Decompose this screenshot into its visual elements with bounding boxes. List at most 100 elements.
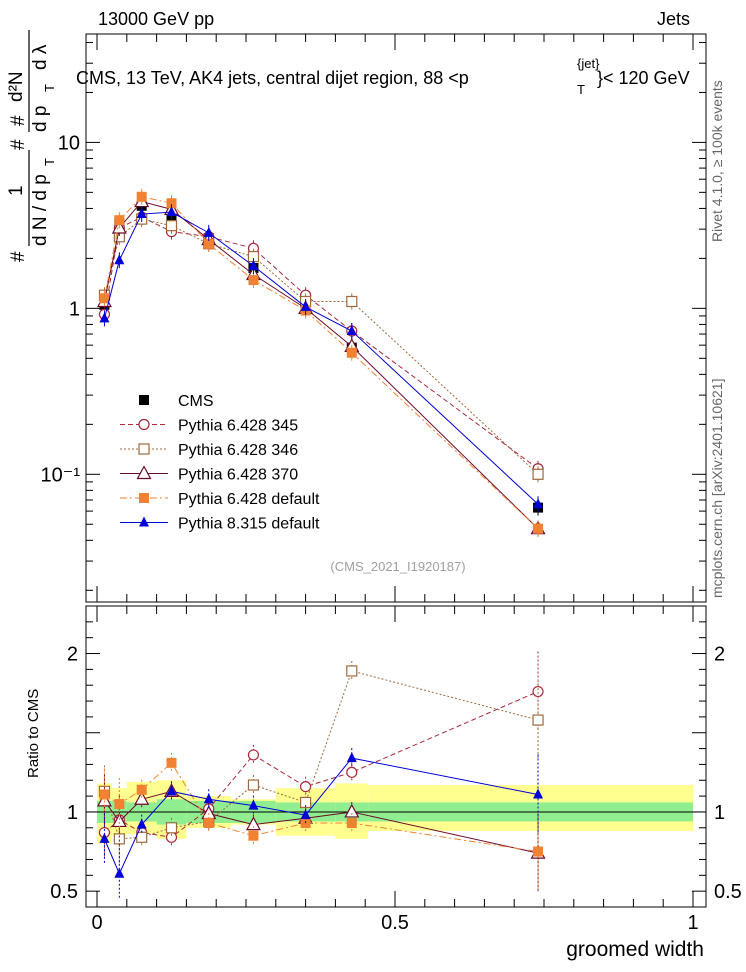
data-point	[532, 468, 544, 480]
ratio-series-pythia-6-428-default	[99, 752, 544, 892]
ratio-series-pythia-8-315-default	[99, 748, 544, 900]
ylabel-T1: T	[42, 158, 57, 166]
main-ytick-label: 10	[58, 132, 80, 154]
ratio-point	[114, 799, 125, 810]
ratio-point	[245, 816, 261, 831]
legend-marker	[136, 465, 152, 480]
ratio-point	[166, 757, 177, 768]
ratio-ytick-label-right: 2	[714, 644, 725, 666]
ratio-point	[346, 818, 357, 829]
main-panel-series	[96, 188, 546, 537]
ratio-point	[533, 788, 544, 799]
x-axis-label: groomed width	[566, 938, 704, 961]
plot-title-sup: {jet}	[577, 56, 600, 71]
ratio-point	[346, 752, 357, 763]
main-series-pythia-6-428-default	[99, 188, 544, 537]
ylabel-dpT: d p	[30, 106, 51, 132]
main-ylabel: # 1 d N / d p T # # d²N d p T d λ	[6, 30, 57, 262]
ratio-point	[113, 833, 125, 845]
ratio-point	[136, 784, 147, 795]
legend-entry: Pythia 6.428 default	[120, 491, 320, 508]
ratio-ytick-label-right: 1	[714, 802, 725, 824]
main-ytick-label: 1	[69, 298, 80, 320]
ratio-point	[248, 830, 259, 841]
main-series-pythia-6-428-345	[98, 209, 544, 477]
ratio-point	[300, 796, 312, 809]
legend-marker	[138, 443, 150, 455]
ratio-point	[203, 818, 214, 829]
legend-marker	[139, 516, 149, 527]
legend-label: Pythia 6.428 370	[178, 467, 298, 484]
data-point	[114, 215, 125, 226]
data-point	[346, 325, 357, 336]
data-point	[346, 347, 357, 358]
series-line	[103, 216, 539, 470]
data-point	[136, 208, 147, 219]
ratio-ylabel: Ratio to CMS	[25, 689, 42, 778]
site-label: mcplots.cern.ch [arXiv:2401.10621]	[709, 379, 725, 598]
ratio-point	[134, 791, 150, 805]
ratio-xtick-label: 1	[687, 912, 698, 934]
legend-label: Pythia 6.428 345	[178, 418, 298, 435]
data-point	[114, 254, 125, 265]
ratio-point	[300, 780, 312, 793]
main-ytick-label: 10⁻¹	[41, 464, 81, 486]
data-point	[136, 191, 147, 202]
legend-marker	[139, 395, 149, 405]
data-point	[165, 220, 178, 232]
ratio-point	[300, 809, 311, 820]
plot-title: CMS, 13 TeV, AK4 jets, central dijet reg…	[76, 68, 469, 88]
data-point	[346, 295, 358, 308]
plot-title-sub: T	[577, 82, 585, 97]
ratio-point	[99, 832, 110, 843]
data-point	[300, 300, 311, 311]
main-series-pythia-6-428-370	[96, 193, 546, 537]
legend-entry: Pythia 6.428 370	[120, 465, 298, 484]
rivet-label: Rivet 4.1.0, ≥ 100k events	[709, 80, 725, 242]
legend-label: CMS	[178, 393, 214, 410]
legend-label: Pythia 6.428 346	[178, 442, 298, 459]
ratio-point	[114, 867, 125, 878]
legend-entry: Pythia 6.428 345	[120, 418, 298, 435]
ratio-point	[165, 822, 178, 834]
ratio-point	[344, 803, 360, 818]
plot-title-end: }< 120 GeV	[597, 68, 690, 88]
data-point	[166, 206, 177, 217]
ylabel-T2: T	[42, 84, 57, 92]
ratio-panel-series	[96, 651, 546, 900]
main-series-pythia-6-428-346	[98, 211, 544, 483]
analysis-watermark: (CMS_2021_I1920187)	[330, 559, 465, 574]
legend-label: Pythia 6.428 default	[178, 491, 320, 508]
ratio-uncertainty-bands	[86, 780, 706, 844]
ratio-ytick-label: 1	[67, 802, 78, 824]
ratio-xtick-label: 0.5	[381, 912, 409, 934]
ratio-point	[136, 831, 148, 843]
ratio-point	[247, 779, 260, 791]
ylabel-d2N: d²N	[6, 71, 27, 102]
ratio-point	[247, 749, 260, 761]
ylabel-hash3: #	[8, 115, 29, 126]
legend-entry: CMS	[139, 393, 214, 410]
ylabel-hash1: #	[8, 251, 29, 262]
data-point	[533, 523, 544, 534]
ylabel-dN: d N / d p	[30, 174, 51, 246]
data-point	[248, 275, 259, 286]
ratio-ytick-label-right: 0.5	[714, 881, 742, 903]
ratio-point	[203, 793, 214, 804]
ratio-ytick-label: 0.5	[50, 881, 78, 903]
ratio-ytick-label: 2	[67, 644, 78, 666]
data-point	[203, 238, 214, 249]
main-frame	[85, 33, 707, 603]
ratio-point	[346, 766, 358, 778]
data-point	[248, 259, 259, 270]
legend-entry: Pythia 8.315 default	[120, 516, 320, 533]
ratio-point	[532, 714, 544, 726]
ratio-point	[136, 818, 147, 829]
ratio-point	[99, 789, 110, 800]
energy-label: 13000 GeV pp	[98, 9, 214, 29]
series-line	[103, 201, 539, 530]
legend: CMS Pythia 6.428 345 Pythia 6.428 346 Pythi…	[120, 393, 320, 533]
ratio-xtick-label: 0	[91, 912, 102, 934]
category-label: Jets	[657, 9, 690, 29]
